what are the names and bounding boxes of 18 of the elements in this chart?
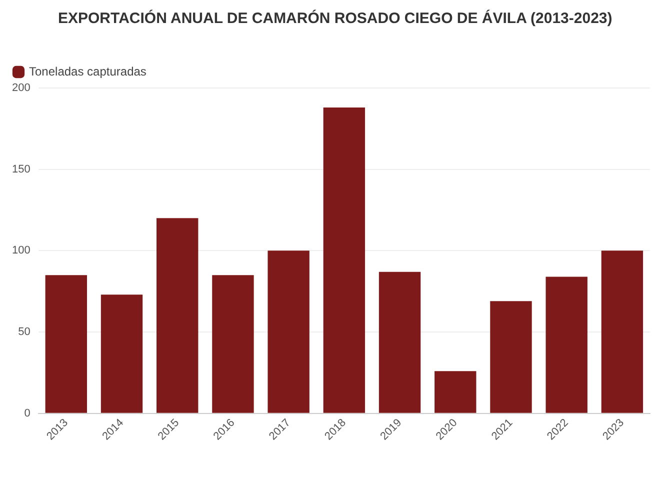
y-tick-label: 150 <box>12 163 30 176</box>
y-tick-label: 100 <box>12 244 30 257</box>
y-tick-label: 0 <box>24 407 30 420</box>
bar <box>45 275 88 413</box>
bar <box>323 108 366 413</box>
bar <box>546 276 588 413</box>
legend-label: Toneladas capturadas <box>29 64 146 78</box>
bar <box>156 218 198 413</box>
bar <box>490 301 532 413</box>
y-tick-label: 200 <box>12 82 30 94</box>
bar <box>434 371 476 413</box>
bar <box>601 250 644 413</box>
y-tick-label: 50 <box>18 326 30 338</box>
bar <box>212 275 254 413</box>
bar <box>100 294 143 413</box>
chart-title: EXPORTACIÓN ANUAL DE CAMARÓN ROSADO CIEGO DE ÁVILA (2013-2023) <box>58 10 614 27</box>
bar <box>268 250 310 413</box>
bar <box>378 272 421 413</box>
